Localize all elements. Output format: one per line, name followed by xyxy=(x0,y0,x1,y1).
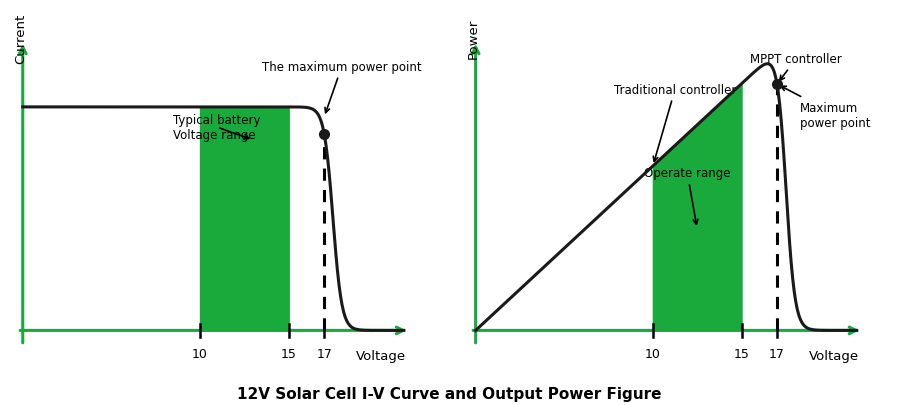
Text: Traditional controller: Traditional controller xyxy=(614,83,736,162)
Text: Voltage: Voltage xyxy=(356,350,406,362)
Text: 12V Solar Cell I-V Curve and Output Power Figure: 12V Solar Cell I-V Curve and Output Powe… xyxy=(237,386,661,401)
Text: 10: 10 xyxy=(645,347,661,360)
Text: Maximum
power point: Maximum power point xyxy=(781,87,870,129)
Text: 15: 15 xyxy=(281,347,296,360)
Text: 17: 17 xyxy=(316,347,332,360)
Text: Current: Current xyxy=(13,14,27,64)
Text: The maximum power point: The maximum power point xyxy=(262,61,422,113)
Text: 17: 17 xyxy=(769,347,785,360)
Text: 10: 10 xyxy=(192,347,208,360)
Text: 15: 15 xyxy=(734,347,750,360)
Text: Operate range: Operate range xyxy=(644,167,731,225)
Text: Voltage: Voltage xyxy=(808,350,858,362)
Text: Power: Power xyxy=(467,19,480,59)
Text: Typical battery
Voltage range: Typical battery Voltage range xyxy=(173,114,261,142)
Text: MPPT controller: MPPT controller xyxy=(751,53,842,81)
